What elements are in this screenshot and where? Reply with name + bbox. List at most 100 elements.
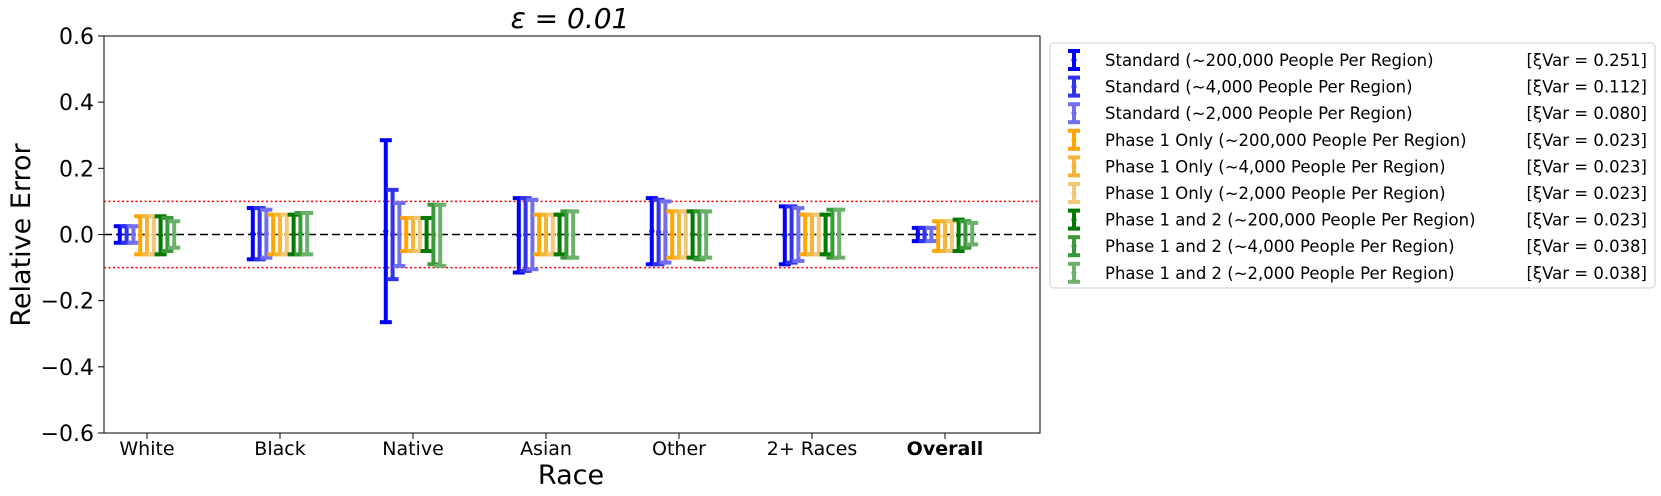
error-bar-point (250, 231, 256, 237)
error-bar-point (130, 231, 136, 238)
legend-label: Standard (~4,000 People Per Region) (1105, 78, 1413, 97)
error-bar (134, 214, 147, 257)
error-bar (693, 209, 706, 262)
error-bar-point (543, 231, 549, 238)
error-bar-point (158, 232, 164, 238)
error-bar (833, 207, 846, 260)
error-bar-point (516, 232, 522, 238)
error-bar (567, 209, 580, 260)
error-bar (553, 212, 566, 257)
error-bar-point (403, 231, 409, 238)
error-bar (141, 214, 153, 257)
legend-xi-value: [ξVar = 0.023] (1526, 211, 1647, 230)
error-bar-point (816, 231, 822, 238)
error-bar-point (809, 231, 815, 238)
legend-label: Phase 1 Only (~200,000 People Per Region… (1105, 131, 1467, 150)
legend-label: Phase 1 Only (~4,000 People Per Region) (1105, 157, 1446, 176)
error-bar-point (795, 231, 802, 238)
error-bar (819, 212, 832, 257)
error-bar-point (782, 232, 788, 238)
legend-xi-value: [ξVar = 0.023] (1526, 131, 1647, 150)
error-bar-point (962, 231, 969, 238)
error-bar-point (669, 231, 675, 238)
error-bar-point (523, 231, 529, 238)
legend-entry: Phase 1 Only (~4,000 People Per Region) [… (1068, 155, 1647, 178)
error-bar-point (956, 232, 962, 238)
error-bar-point (662, 229, 669, 235)
x-tick-label: Asian (520, 438, 572, 460)
error-bar-point (536, 231, 542, 238)
y-tick-label: 0.2 (59, 157, 94, 182)
error-bar-point (284, 231, 290, 238)
error-bar (393, 201, 406, 268)
error-bar (792, 206, 805, 263)
y-tick-label: 0.0 (59, 224, 94, 249)
x-tick-label: White (119, 438, 174, 460)
legend-xi-value: [ξVar = 0.038] (1526, 264, 1647, 283)
y-axis-label: Relative Error (6, 142, 37, 326)
error-bar-point (171, 231, 177, 238)
legend-label: Standard (~200,000 People Per Region) (1105, 51, 1434, 70)
legend-marker-point (1071, 57, 1077, 63)
legend-marker-point (1071, 243, 1077, 249)
error-bar-point (969, 231, 975, 237)
chart-title: ε = 0.01 (511, 2, 630, 35)
x-axis-label: Race (538, 460, 604, 491)
error-bar (645, 196, 658, 267)
error-bar-point (417, 231, 423, 238)
legend-xi-value: [ξVar = 0.038] (1526, 237, 1647, 256)
y-tick-label: 0.4 (59, 91, 94, 116)
legend-marker-point (1071, 270, 1077, 276)
error-bar-point (263, 231, 269, 237)
legend-xi-value: [ξVar = 0.080] (1526, 104, 1647, 123)
legend-xi-value: [ξVar = 0.112] (1526, 78, 1647, 97)
error-bar-point (304, 231, 310, 237)
legend-marker-point (1071, 84, 1077, 90)
error-bar-point (550, 231, 556, 238)
legend-box (1049, 42, 1656, 289)
legend-xi-value: [ξVar = 0.251] (1526, 51, 1647, 70)
legend-marker-point (1071, 110, 1077, 116)
error-bar-point (570, 231, 576, 238)
error-bar (154, 214, 167, 257)
error-bar (652, 197, 665, 267)
legend-marker-point (1071, 190, 1077, 196)
x-tick-label: Native (382, 438, 444, 460)
error-bar (700, 209, 713, 260)
error-bar-point (829, 231, 836, 237)
error-bar-point (915, 231, 921, 238)
x-tick-label: Other (652, 438, 706, 460)
error-bar-point (124, 231, 130, 238)
error-bar-point (836, 231, 842, 237)
error-bar (420, 215, 433, 254)
error-bar (147, 214, 160, 257)
error-bar-point (656, 229, 662, 235)
error-bar-point (257, 231, 263, 237)
legend-entry: Standard (~200,000 People Per Region) [ξV… (1068, 49, 1647, 71)
legend-entry: Phase 1 and 2 (~2,000 People Per Region)… (1068, 261, 1647, 284)
legend-label: Phase 1 and 2 (~200,000 People Per Regio… (1105, 211, 1476, 230)
error-bar-point (935, 233, 941, 239)
y-tick-label: −0.4 (41, 356, 94, 381)
error-bar (512, 196, 525, 275)
error-bar-point (164, 231, 170, 238)
error-bar (386, 187, 399, 282)
error-bar (260, 207, 273, 260)
error-bar (168, 219, 181, 250)
error-bar-point (390, 231, 396, 238)
legend-label: Phase 1 and 2 (~2,000 People Per Region) (1105, 264, 1455, 283)
error-bar-point (676, 231, 682, 238)
legend-entry: Phase 1 Only (~200,000 People Per Region… (1068, 128, 1647, 151)
error-bar-point (949, 233, 955, 239)
error-bar-point (683, 231, 689, 238)
legend-entry: Standard (~2,000 People Per Region) [ξVar… (1068, 102, 1647, 125)
error-bar-point (291, 231, 297, 238)
x-tick-label: Overall (907, 438, 984, 460)
legend-marker-point (1071, 163, 1077, 169)
error-bar-point (410, 231, 416, 238)
legend-marker-point (1071, 137, 1077, 143)
error-bar (925, 225, 938, 244)
error-bar (246, 206, 259, 262)
error-bar (826, 207, 839, 260)
error-bar-point (270, 231, 276, 238)
